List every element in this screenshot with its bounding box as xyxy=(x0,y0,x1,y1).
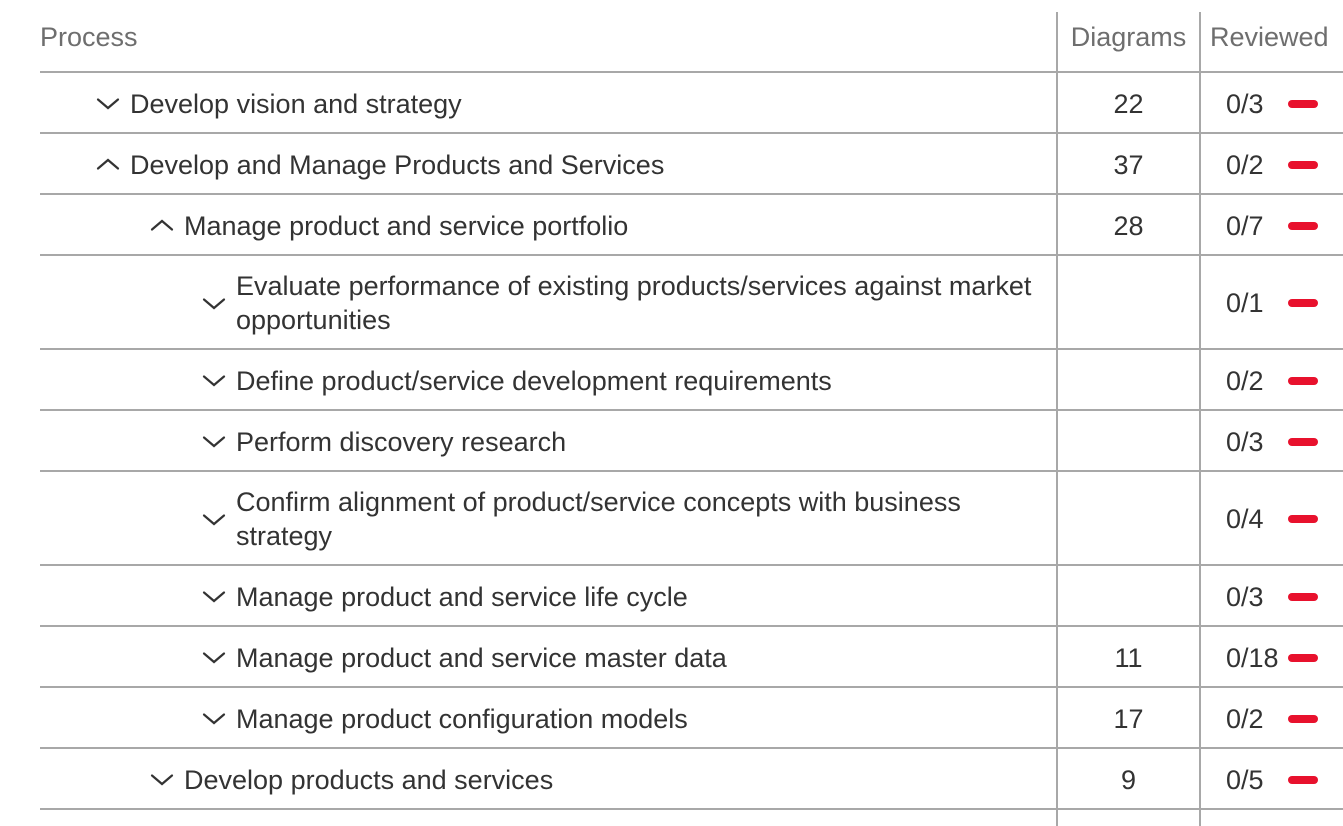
diagrams-count: 11 xyxy=(1114,642,1143,673)
process-cell[interactable]: Perform discovery research xyxy=(0,411,1057,472)
column-divider-reviewed xyxy=(1199,12,1201,826)
reviewed-cell: 0/1 xyxy=(1200,256,1343,350)
column-header-diagrams[interactable]: Diagrams xyxy=(1057,0,1200,73)
reviewed-cell: 0/3 xyxy=(1200,411,1343,472)
reviewed-count: 0/3 xyxy=(1226,426,1264,457)
process-cell[interactable]: Confirm alignment of product/service con… xyxy=(0,472,1057,566)
reviewed-count: 0/3 xyxy=(1226,581,1264,612)
reviewed-header-label: Reviewed xyxy=(1210,21,1329,52)
reviewed-cell: 0/3 xyxy=(1200,566,1343,627)
diagrams-count xyxy=(1057,350,1200,411)
reviewed-count: 0/5 xyxy=(1226,764,1264,795)
red-dash-icon xyxy=(1288,775,1318,784)
chevron-down-icon[interactable] xyxy=(150,772,174,787)
reviewed-cell: 0/5 xyxy=(1200,749,1343,810)
reviewed-cell: 0/2 xyxy=(1200,688,1343,749)
table-row[interactable]: Define product/service development requi… xyxy=(0,350,1343,411)
diagrams-header-label: Diagrams xyxy=(1070,21,1187,52)
column-divider-diagrams xyxy=(1056,12,1058,826)
chevron-down-icon[interactable] xyxy=(202,589,226,604)
red-dash-icon xyxy=(1288,299,1318,307)
process-label: Evaluate performance of existing product… xyxy=(236,271,1032,335)
process-label: Manage product and service master data xyxy=(236,642,727,673)
process-label: Manage product and service portfolio xyxy=(184,210,629,241)
red-dash-icon xyxy=(1288,376,1318,385)
red-dash-icon xyxy=(1288,221,1318,230)
process-cell[interactable]: Evaluate performance of existing product… xyxy=(0,256,1057,350)
reviewed-count: 0/2 xyxy=(1226,365,1264,396)
process-cell[interactable]: Manage product and service master data xyxy=(0,627,1057,688)
table-row[interactable]: Evaluate performance of existing product… xyxy=(0,256,1343,350)
diagrams-count: 9 xyxy=(1120,764,1137,795)
process-header-label: Process xyxy=(40,21,138,52)
table-body: Develop vision and strategy 22 0/3 Devel… xyxy=(0,73,1343,810)
chevron-down-icon[interactable] xyxy=(96,96,120,111)
process-label: Develop and Manage Products and Services xyxy=(130,149,665,180)
table-header-row: Process Diagrams Reviewed xyxy=(0,0,1343,73)
process-label: Confirm alignment of product/service con… xyxy=(236,487,961,551)
reviewed-count: 0/2 xyxy=(1226,149,1264,180)
process-cell[interactable]: Manage product and service portfolio xyxy=(0,195,1057,256)
red-dash-icon xyxy=(1288,592,1318,601)
reviewed-count: 0/3 xyxy=(1226,88,1264,119)
diagrams-count: 17 xyxy=(1113,703,1144,734)
table-row[interactable]: Develop vision and strategy 22 0/3 xyxy=(0,73,1343,134)
process-label: Define product/service development requi… xyxy=(236,365,832,396)
process-label: Perform discovery research xyxy=(236,426,567,457)
reviewed-cell: 0/18 xyxy=(1200,627,1343,688)
column-header-reviewed[interactable]: Reviewed xyxy=(1200,0,1343,73)
red-dash-icon xyxy=(1288,653,1318,662)
red-dash-icon xyxy=(1288,515,1318,523)
table-row[interactable]: Develop and Manage Products and Services… xyxy=(0,134,1343,195)
table-row[interactable]: Manage product configuration models 17 0… xyxy=(0,688,1343,749)
diagrams-count xyxy=(1057,256,1200,350)
reviewed-cell: 0/2 xyxy=(1200,350,1343,411)
column-header-process[interactable]: Process xyxy=(0,0,1057,73)
red-dash-icon xyxy=(1288,160,1318,169)
reviewed-cell: 0/7 xyxy=(1200,195,1343,256)
reviewed-cell: 0/2 xyxy=(1200,134,1343,195)
reviewed-cell: 0/4 xyxy=(1200,472,1343,566)
process-cell[interactable]: Define product/service development requi… xyxy=(0,350,1057,411)
red-dash-icon xyxy=(1288,99,1318,108)
process-cell[interactable]: Manage product and service life cycle xyxy=(0,566,1057,627)
diagrams-count xyxy=(1057,566,1200,627)
chevron-down-icon[interactable] xyxy=(202,711,226,726)
table-row[interactable]: Manage product and service portfolio 28 … xyxy=(0,195,1343,256)
chevron-down-icon[interactable] xyxy=(202,512,226,527)
reviewed-count: 0/2 xyxy=(1226,703,1264,734)
table-row[interactable]: Develop products and services 9 0/5 xyxy=(0,749,1343,810)
table-row[interactable]: Confirm alignment of product/service con… xyxy=(0,472,1343,566)
process-cell[interactable]: Manage product configuration models xyxy=(0,688,1057,749)
table-row[interactable]: Manage product and service master data 1… xyxy=(0,627,1343,688)
reviewed-count: 0/4 xyxy=(1226,504,1264,534)
process-label: Manage product configuration models xyxy=(236,703,688,734)
chevron-down-icon[interactable] xyxy=(202,296,226,311)
reviewed-count: 0/1 xyxy=(1226,288,1264,318)
process-label: Develop vision and strategy xyxy=(130,88,462,119)
diagrams-count xyxy=(1057,472,1200,566)
diagrams-count: 22 xyxy=(1113,88,1144,119)
reviewed-count: 0/18 xyxy=(1226,642,1279,673)
process-cell[interactable]: Develop products and services xyxy=(0,749,1057,810)
chevron-up-icon[interactable] xyxy=(150,218,174,233)
red-dash-icon xyxy=(1288,437,1318,446)
table-row[interactable]: Manage product and service life cycle 0/… xyxy=(0,566,1343,627)
chevron-up-icon[interactable] xyxy=(96,157,120,172)
diagrams-count: 28 xyxy=(1113,210,1144,241)
reviewed-count: 0/7 xyxy=(1226,210,1264,241)
diagrams-count: 37 xyxy=(1113,149,1144,180)
process-cell[interactable]: Develop vision and strategy xyxy=(0,73,1057,134)
reviewed-cell: 0/3 xyxy=(1200,73,1343,134)
diagrams-count xyxy=(1057,411,1200,472)
process-cell[interactable]: Develop and Manage Products and Services xyxy=(0,134,1057,195)
red-dash-icon xyxy=(1288,714,1318,723)
process-label: Manage product and service life cycle xyxy=(236,581,688,612)
table-row[interactable]: Perform discovery research 0/3 xyxy=(0,411,1343,472)
process-label: Develop products and services xyxy=(184,764,554,795)
chevron-down-icon[interactable] xyxy=(202,650,226,665)
chevron-down-icon[interactable] xyxy=(202,434,226,449)
chevron-down-icon[interactable] xyxy=(202,373,226,388)
